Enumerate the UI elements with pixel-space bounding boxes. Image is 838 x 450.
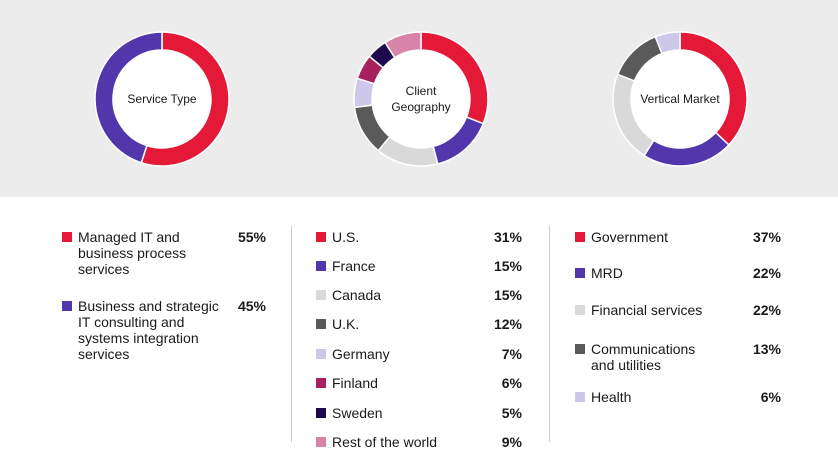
legend-swatch	[316, 290, 326, 300]
legend-label: Sweden	[332, 405, 383, 421]
legend-label: U.K.	[332, 316, 360, 332]
legend-value: 15%	[493, 258, 522, 274]
legend-swatch	[575, 392, 585, 402]
legend-value: 12%	[493, 316, 522, 332]
legend-value: 13%	[752, 341, 781, 357]
legend-value: 22%	[752, 265, 781, 281]
legend-swatch	[316, 261, 326, 271]
legend-swatch	[316, 378, 326, 388]
legend-label: Managed IT and business process services	[78, 229, 187, 277]
legend-label: Communications and utilities	[591, 341, 696, 373]
legend-swatch	[316, 319, 326, 329]
legend-swatch	[62, 232, 72, 242]
donut-hole	[631, 50, 729, 148]
donut-hole	[113, 50, 211, 148]
legend-swatch	[575, 232, 585, 242]
legend-swatch	[575, 344, 585, 354]
legend-value: 37%	[752, 229, 781, 245]
column-divider	[549, 226, 550, 442]
donut-title: Vertical Market	[640, 92, 720, 106]
legend-label: Government	[591, 229, 669, 245]
donut-title: Geography	[391, 100, 450, 114]
legend-value: 6%	[501, 375, 522, 391]
donut-title: Service Type	[127, 92, 196, 106]
legend-label: France	[332, 258, 376, 274]
legend-swatch	[316, 232, 326, 242]
legend-label: Financial services	[591, 302, 703, 318]
legend-label: MRD	[591, 265, 623, 281]
legend-value: 55%	[237, 229, 266, 245]
legend-label: Germany	[332, 346, 390, 362]
legend-swatch	[575, 305, 585, 315]
legend-swatch	[316, 349, 326, 359]
donut-hole	[372, 50, 470, 148]
legend-value: 9%	[501, 434, 522, 450]
donut-title: Client	[406, 84, 437, 98]
legend-label: Canada	[332, 287, 382, 303]
column-divider	[291, 226, 292, 442]
legend-label: Health	[591, 389, 632, 405]
legend-value: 15%	[493, 287, 522, 303]
legend-value: 7%	[501, 346, 522, 362]
legend-value: 6%	[760, 389, 781, 405]
donut-charts: Service Type Client Geography Vertical Mark…	[94, 31, 748, 167]
legend-swatch	[316, 408, 326, 418]
legend-value: 31%	[493, 229, 522, 245]
legend-value: 22%	[752, 302, 781, 318]
legend-value: 5%	[501, 405, 522, 421]
legend-label: U.S.	[332, 229, 360, 245]
legend-swatch	[62, 301, 72, 311]
legend-label: Rest of the world	[332, 434, 438, 450]
legend-swatch	[316, 437, 326, 447]
legend-swatch	[575, 268, 585, 278]
legend-value: 45%	[237, 298, 266, 314]
legend-label: Finland	[332, 375, 378, 391]
legend-label: Business and strategic IT consulting and…	[78, 298, 219, 362]
